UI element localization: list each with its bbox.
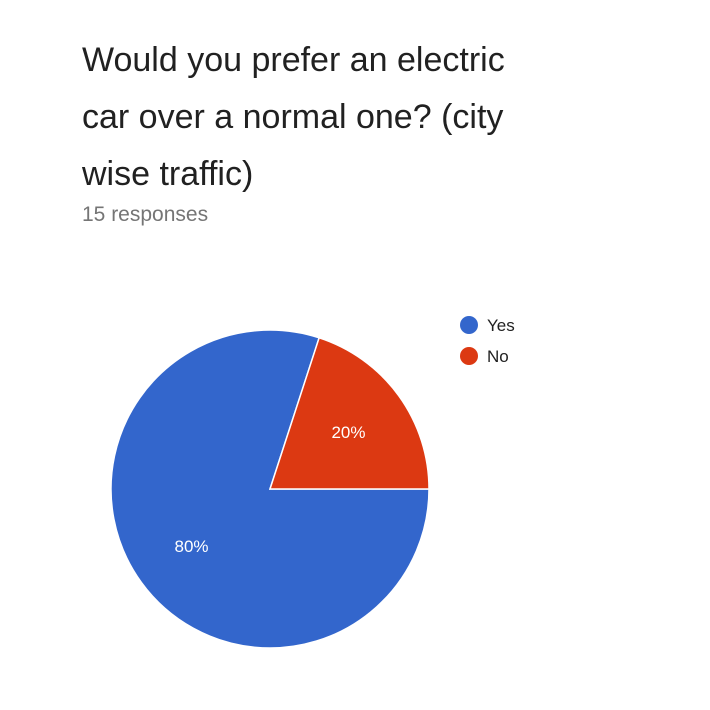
pie-slice-labels: 80% 20%	[175, 423, 366, 556]
slice-label-no: 20%	[331, 423, 365, 442]
question-title: Would you prefer an electric car over a …	[82, 41, 505, 193]
pie-slices	[110, 329, 430, 649]
legend-marker-yes	[460, 316, 478, 334]
legend-label-yes: Yes	[487, 316, 515, 335]
slice-label-yes: 80%	[175, 537, 209, 556]
chart-legend: Yes No	[460, 316, 515, 366]
pie-slice-no	[268, 336, 430, 490]
legend-label-no: No	[487, 347, 509, 366]
legend-marker-no	[460, 347, 478, 365]
response-count: 15 responses	[82, 203, 209, 226]
